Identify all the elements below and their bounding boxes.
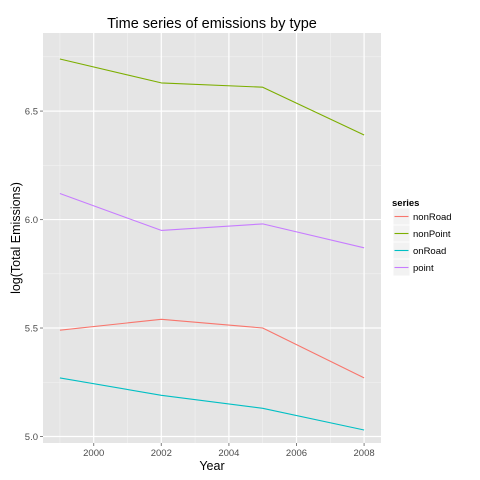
grid-major xyxy=(43,33,381,443)
legend-label: onRoad xyxy=(413,246,446,257)
x-tick-label: 2004 xyxy=(218,448,239,459)
x-tick-label: 2000 xyxy=(83,448,104,459)
legend-label: nonPoint xyxy=(413,229,451,240)
grid-minor xyxy=(43,33,381,443)
series-line-nonroad xyxy=(59,318,365,379)
y-axis-title: log(Total Emissions) xyxy=(9,182,23,294)
legend: series nonRoad nonPoint onRoad point xyxy=(392,198,452,277)
y-tick-label: 5.0 xyxy=(25,432,38,443)
series-line-nonpoint xyxy=(59,58,365,136)
legend-label: nonRoad xyxy=(413,212,452,223)
chart-title: Time series of emissions by type xyxy=(107,16,317,32)
legend-item-point: point xyxy=(392,258,434,277)
x-tick-label: 2002 xyxy=(151,448,172,459)
x-axis-ticks: 2000 2002 2004 2006 2008 xyxy=(83,443,375,459)
x-axis-title: Year xyxy=(199,459,224,473)
y-tick-label: 6.0 xyxy=(25,215,38,226)
y-axis-ticks: 5.0 5.5 6.0 6.5 xyxy=(25,107,43,443)
legend-item-nonpoint: nonPoint xyxy=(392,224,451,243)
series-lines xyxy=(59,58,365,431)
series-line-point xyxy=(59,192,365,249)
legend-label: point xyxy=(413,263,434,274)
series-line-onroad xyxy=(59,377,365,431)
x-tick-label: 2006 xyxy=(286,448,307,459)
legend-item-onroad: onRoad xyxy=(392,241,446,260)
x-tick-label: 2008 xyxy=(354,448,375,459)
y-tick-label: 6.5 xyxy=(25,107,38,118)
legend-item-nonroad: nonRoad xyxy=(392,207,452,226)
y-tick-label: 5.5 xyxy=(25,324,38,335)
legend-title: series xyxy=(392,198,419,209)
